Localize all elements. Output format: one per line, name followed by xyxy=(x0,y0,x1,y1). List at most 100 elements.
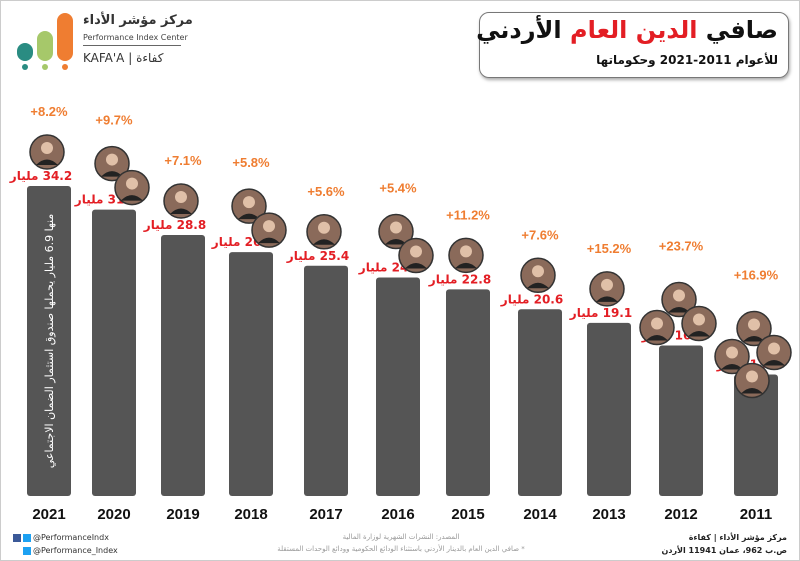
face-icon xyxy=(726,346,738,359)
growth-label: +5.8% xyxy=(232,155,270,170)
year-label: 2017 xyxy=(309,506,342,523)
growth-label: +5.4% xyxy=(379,181,417,196)
suit-icon xyxy=(385,239,407,245)
growth-label: +7.1% xyxy=(164,153,202,168)
year-label: 2012 xyxy=(664,506,697,523)
title-part2: الأردني xyxy=(476,16,570,44)
growth-label: +15.2% xyxy=(587,241,632,256)
facebook-handle[interactable]: @PerformanceIndx xyxy=(33,533,109,542)
org-info: مركز مؤشر الأداء | كفاءة ص.ب 962، عمان 1… xyxy=(662,531,787,557)
bar-2020 xyxy=(92,209,136,496)
face-icon xyxy=(748,318,760,331)
value-label: 22.8 مليار xyxy=(428,272,491,286)
suit-icon xyxy=(688,331,710,337)
face-icon xyxy=(175,190,187,203)
suit-icon xyxy=(646,335,668,341)
value-label: 20.6 مليار xyxy=(500,292,563,306)
bar-2015 xyxy=(446,289,490,496)
year-label: 2019 xyxy=(166,506,199,523)
year-label: 2014 xyxy=(523,506,557,523)
logo-divider xyxy=(83,45,181,46)
suit-icon xyxy=(668,307,690,313)
org-address: ص.ب 962، عمان 11941 الأردن xyxy=(661,546,787,555)
footnote: * صافي الدين العام بالدينار الأردني باست… xyxy=(277,545,525,553)
face-icon xyxy=(693,313,705,326)
face-icon xyxy=(41,142,53,154)
value-label: 19.1 مليار xyxy=(569,306,632,320)
logo-brand: KAFA'A | كفاءة xyxy=(83,51,164,65)
suit-icon xyxy=(455,262,477,269)
suit-icon xyxy=(741,388,763,394)
face-icon xyxy=(460,245,472,258)
growth-label: +5.6% xyxy=(307,184,345,199)
logo-bars-icon xyxy=(17,13,73,70)
suit-icon xyxy=(405,263,427,269)
face-icon xyxy=(532,265,544,278)
face-icon xyxy=(318,221,330,234)
face-icon xyxy=(243,196,255,209)
twitter-handle[interactable]: @Performance_Index xyxy=(33,546,118,555)
year-label: 2016 xyxy=(381,506,414,523)
face-icon xyxy=(601,278,613,291)
bar-2012 xyxy=(659,345,703,496)
face-icon xyxy=(106,153,118,166)
twitter-icon[interactable] xyxy=(23,546,31,555)
twitter-icon[interactable] xyxy=(23,533,31,542)
bar-2018 xyxy=(229,252,273,496)
value-label: 28.8 مليار xyxy=(143,218,206,232)
suit-icon xyxy=(743,336,765,342)
face-icon xyxy=(410,245,422,258)
growth-label: +16.9% xyxy=(734,268,779,283)
growth-label: +11.2% xyxy=(446,207,490,222)
year-label: 2011 xyxy=(740,506,773,523)
title-part1: صافي xyxy=(697,16,778,44)
bar-2019 xyxy=(161,234,205,496)
face-icon xyxy=(746,370,758,383)
source: المصدر: النشرات الشهرية لوزارة المالية xyxy=(342,533,460,541)
suit-icon xyxy=(121,195,143,201)
growth-label: +7.6% xyxy=(521,227,559,242)
logo-name-en: Performance Index Center xyxy=(83,33,188,42)
face-icon xyxy=(673,289,685,302)
org-name: مركز مؤشر الأداء | كفاءة xyxy=(688,533,787,542)
bar-2016 xyxy=(376,277,420,496)
facebook-icon[interactable] xyxy=(13,533,21,542)
suit-icon xyxy=(721,364,743,370)
bar-2011 xyxy=(734,374,778,496)
growth-label: +9.7% xyxy=(95,113,133,128)
year-label: 2021 xyxy=(32,506,65,523)
suit-icon xyxy=(596,296,618,302)
year-label: 2018 xyxy=(234,506,267,523)
face-icon xyxy=(768,342,780,355)
value-label: 25.4 مليار xyxy=(286,249,349,263)
title-highlight: الدين العام xyxy=(569,16,698,44)
suit-icon xyxy=(170,208,192,214)
growth-label: +23.7% xyxy=(659,239,704,254)
suit-icon xyxy=(527,282,549,289)
suit-icon xyxy=(313,239,335,245)
bar-2014 xyxy=(518,309,562,496)
bar-2021 xyxy=(27,186,71,496)
growth-label: +8.2% xyxy=(30,104,68,119)
title-box: صافي الدين العام الأردني للأعوام 2011-20… xyxy=(476,12,789,78)
logo-name-ar: مركز مؤشر الأداء xyxy=(83,13,193,28)
bar-annotation: منها 6.9 مليار يحملها صندوق استثمار الضم… xyxy=(43,214,56,469)
suit-icon xyxy=(238,213,260,220)
logo xyxy=(13,11,203,71)
bar-2013 xyxy=(587,322,631,496)
social-links: @PerformanceIndx @Performance_Index xyxy=(13,531,118,557)
suit-icon xyxy=(36,159,58,165)
chart-subtitle: للأعوام 2011-2021 وحكوماتها xyxy=(596,53,778,67)
chart-title: صافي الدين العام الأردني xyxy=(476,16,778,44)
face-icon xyxy=(126,177,138,190)
source-note: المصدر: النشرات الشهرية لوزارة المالية *… xyxy=(251,531,551,555)
bar-2017 xyxy=(304,265,348,496)
suit-icon xyxy=(763,360,785,366)
face-icon xyxy=(390,221,402,234)
year-label: 2020 xyxy=(97,506,130,523)
suit-icon xyxy=(101,171,123,177)
face-icon xyxy=(263,220,275,233)
face-icon xyxy=(651,317,663,330)
